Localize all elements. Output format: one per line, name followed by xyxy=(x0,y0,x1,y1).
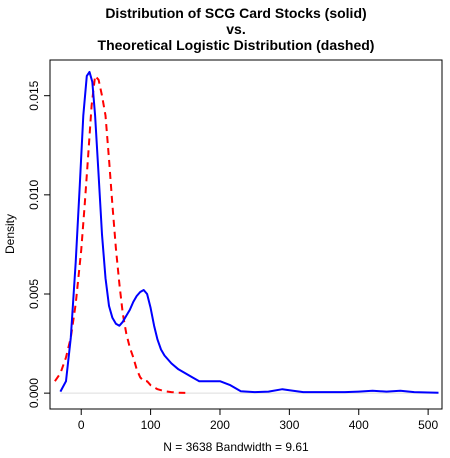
chart-title-line-1: Distribution of SCG Card Stocks (solid) xyxy=(105,5,366,21)
y-axis: 0.000 0.005 0.010 0.015 xyxy=(27,80,50,408)
x-axis-label: N = 3638 Bandwidth = 9.61 xyxy=(163,440,309,454)
x-tick-label: 400 xyxy=(349,418,369,432)
x-tick-label: 0 xyxy=(78,418,85,432)
plot-frame xyxy=(49,59,443,410)
y-tick-label: 0.010 xyxy=(27,180,41,210)
chart-title-line-3: Theoretical Logistic Distribution (dashe… xyxy=(98,37,375,53)
y-tick-label: 0.000 xyxy=(27,378,41,408)
x-tick-label: 100 xyxy=(141,418,161,432)
dashed-logistic-line xyxy=(54,74,186,394)
chart-title-line-2: vs. xyxy=(226,21,245,37)
y-axis-label: Density xyxy=(3,214,17,254)
series-layer xyxy=(54,70,439,394)
y-tick-label: 0.005 xyxy=(27,279,41,309)
solid-density-line xyxy=(59,70,439,394)
x-tick-label: 200 xyxy=(210,418,230,432)
x-tick-label: 500 xyxy=(418,418,438,432)
y-tick-label: 0.015 xyxy=(27,80,41,110)
x-axis: 0 100 200 300 400 500 xyxy=(78,409,438,432)
x-tick-label: 300 xyxy=(279,418,299,432)
